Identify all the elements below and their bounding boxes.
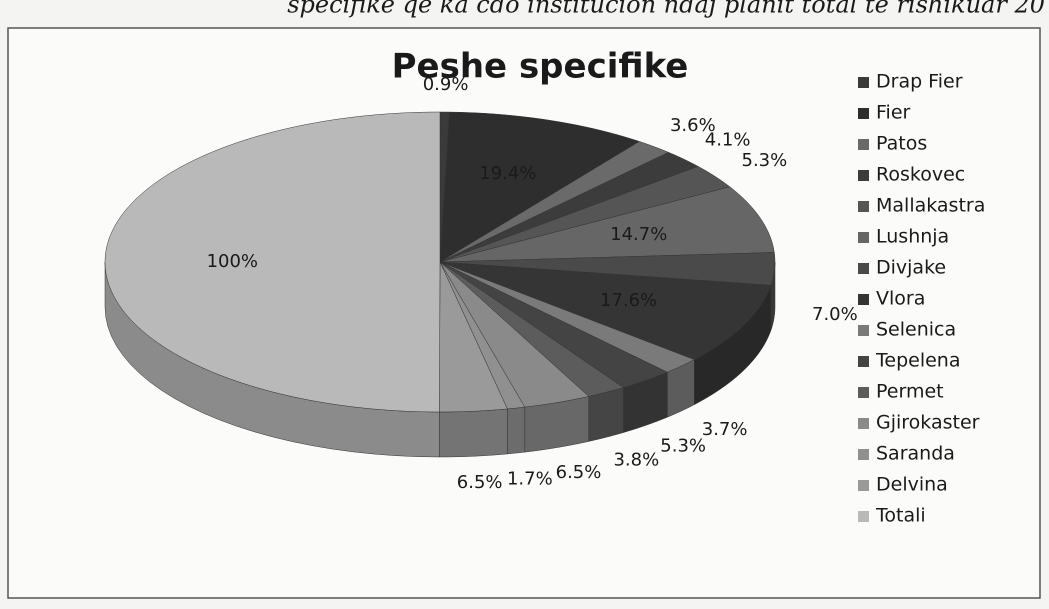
legend-swatch [858, 294, 869, 305]
legend-label: Divjake [876, 257, 946, 279]
legend-swatch [858, 480, 869, 491]
pie-slice [439, 261, 590, 408]
legend-label: Lushnja [876, 226, 949, 248]
legend-swatch [858, 232, 869, 243]
pie-slice [439, 186, 775, 263]
pie-side [439, 408, 508, 458]
data-label: 5.3% [742, 150, 788, 171]
data-label: 6.5% [556, 462, 602, 483]
legend-swatch [858, 387, 869, 398]
legend-label: Mallakastra [876, 195, 985, 217]
data-label: 5.3% [660, 436, 706, 457]
legend-swatch [858, 449, 869, 460]
legend-label: Delvina [876, 474, 948, 496]
data-label: 3.7% [702, 419, 748, 440]
data-label: 1.7% [507, 468, 553, 489]
pie-side [588, 387, 624, 442]
pie-slice [439, 152, 699, 263]
pie-slice [439, 141, 670, 263]
data-label: 19.4% [479, 163, 536, 184]
legend-swatch [858, 356, 869, 367]
data-label: 7.0% [812, 304, 858, 325]
data-label: 14.7% [610, 224, 667, 245]
legend-swatch [858, 139, 869, 150]
legend-label: Vlora [876, 288, 925, 310]
data-label: 100% [207, 251, 258, 272]
legend-label: Roskovec [876, 164, 965, 186]
legend-swatch [858, 170, 869, 181]
data-label: 6.5% [457, 472, 503, 493]
pie-slice [439, 261, 624, 397]
legend-swatch [858, 511, 869, 522]
data-label: 17.6% [600, 290, 657, 311]
legend-label: Drap Fier [876, 71, 963, 93]
data-label: 3.6% [670, 115, 716, 136]
legend-label: Totali [875, 505, 926, 527]
pie-slice [439, 252, 776, 286]
chart-title: Peshe specifike [392, 47, 689, 87]
pie-side [507, 406, 526, 455]
pie-slice [439, 261, 668, 388]
pie-slice [439, 166, 731, 263]
legend-swatch [858, 263, 869, 274]
legend-label: Fier [876, 102, 911, 124]
legend-swatch [858, 108, 869, 119]
pie-slice [104, 111, 441, 413]
legend-label: Selenica [876, 319, 956, 341]
pie-slice [439, 261, 508, 413]
legend-swatch [858, 325, 869, 336]
legend-label: Gjirokaster [876, 412, 980, 434]
legend-label: Tepelena [875, 350, 960, 372]
pie-slice [439, 111, 640, 263]
legend-label: Permet [876, 381, 944, 403]
legend-label: Patos [876, 133, 927, 155]
header-text: specifike qe ka cdo institucion ndaj pla… [287, 0, 1045, 19]
data-label: 3.8% [613, 450, 659, 471]
pie-slice [439, 261, 772, 360]
legend-swatch [858, 418, 869, 429]
legend-label: Saranda [876, 443, 955, 465]
pie-slice [439, 261, 695, 373]
legend-swatch [858, 201, 869, 212]
legend-swatch [858, 77, 869, 88]
data-label: 0.9% [423, 74, 469, 95]
data-label: 4.1% [705, 130, 751, 151]
